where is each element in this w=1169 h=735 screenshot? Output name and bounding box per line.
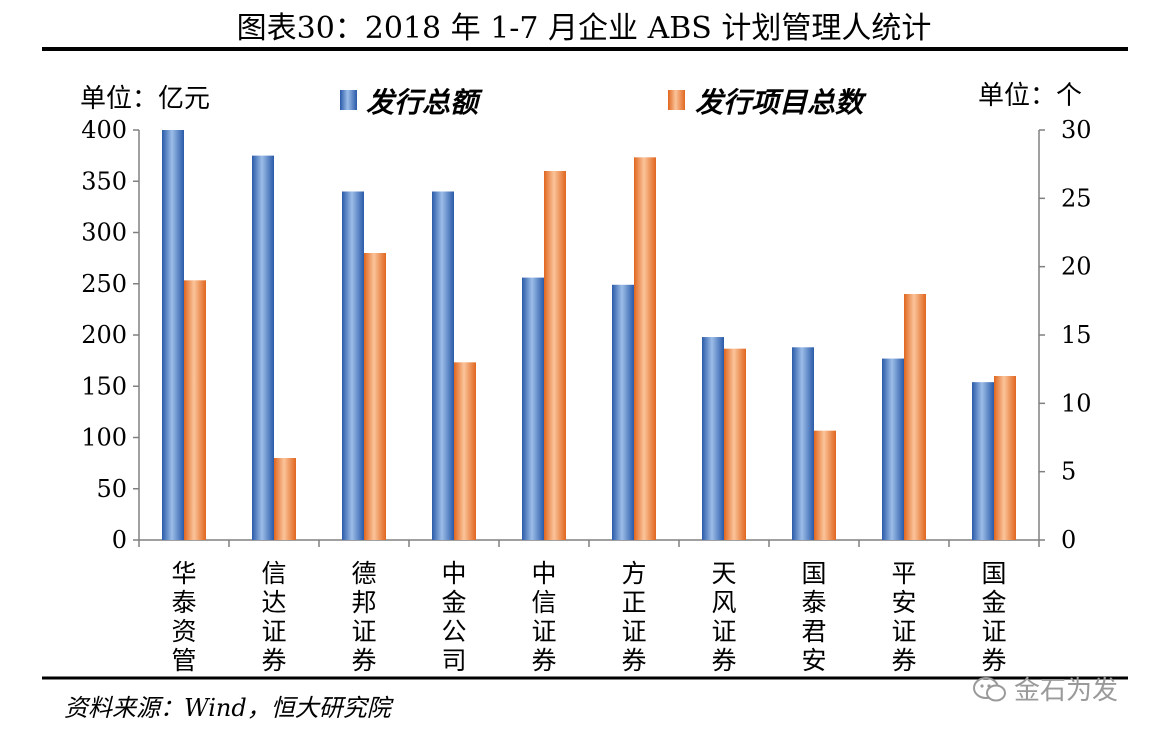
bar-amount-1 bbox=[162, 130, 184, 540]
bar-amount-10 bbox=[972, 382, 994, 540]
bar-count-2 bbox=[274, 458, 296, 540]
legend-label-amount: 发行总额 bbox=[366, 86, 483, 119]
right-tick-label: 5 bbox=[1061, 458, 1076, 486]
bar-count-5 bbox=[544, 171, 566, 540]
watermark-text: 金石为发 bbox=[1014, 676, 1119, 706]
category-label: 中金公司 bbox=[441, 559, 466, 675]
bar-amount-2 bbox=[252, 155, 274, 540]
legend: 发行总额 发行项目总数 bbox=[340, 86, 867, 119]
bar-count-6 bbox=[634, 157, 656, 541]
left-tick-label: 400 bbox=[81, 116, 127, 144]
category-label: 平安证券 bbox=[891, 559, 916, 675]
bar-amount-9 bbox=[882, 358, 904, 540]
wechat-icon bbox=[973, 676, 1006, 701]
bar-amount-3 bbox=[342, 191, 364, 540]
bar-count-4 bbox=[454, 362, 476, 540]
bar-amount-7 bbox=[702, 337, 724, 540]
left-tick-label: 100 bbox=[81, 424, 127, 452]
watermark: 金石为发 bbox=[972, 670, 1118, 707]
category-label: 国泰君安 bbox=[801, 559, 826, 675]
bar-count-3 bbox=[364, 253, 386, 540]
right-tick-label: 20 bbox=[1061, 253, 1092, 281]
bars bbox=[162, 130, 1016, 541]
left-tick-label: 50 bbox=[96, 475, 127, 503]
legend-swatch-count bbox=[668, 90, 685, 110]
bar-count-9 bbox=[904, 294, 926, 540]
left-tick-label: 0 bbox=[112, 526, 127, 554]
left-tick-label: 200 bbox=[81, 321, 127, 349]
legend-label-count: 发行项目总数 bbox=[695, 86, 867, 119]
category-label: 天风证券 bbox=[711, 559, 736, 675]
category-labels: 华泰资管 信达证券 德邦证券 中金公司 中信证券 方正证券 天风证券 国泰君安 平安证券 国金证券 bbox=[171, 559, 1006, 675]
bar-count-7 bbox=[724, 348, 746, 540]
left-tick-label: 150 bbox=[81, 372, 127, 400]
right-tick-label: 10 bbox=[1061, 389, 1092, 417]
category-label: 国金证券 bbox=[981, 559, 1006, 675]
bar-amount-5 bbox=[522, 277, 544, 540]
left-axis-unit: 单位：亿元 bbox=[80, 84, 210, 114]
source-note: 资料来源：Wind，恒大研究院 bbox=[64, 694, 391, 722]
left-tick-label: 350 bbox=[81, 167, 127, 195]
bar-amount-6 bbox=[612, 284, 634, 540]
left-tick-label: 300 bbox=[81, 219, 127, 247]
right-tick-label: 30 bbox=[1061, 116, 1092, 144]
category-label: 德邦证券 bbox=[351, 559, 376, 675]
right-tick-label: 15 bbox=[1061, 321, 1092, 349]
category-label: 方正证券 bbox=[621, 559, 646, 675]
axes: 0 50 100 150 200 250 300 350 400 0 5 10 15 20 25 30 bbox=[81, 116, 1091, 554]
bar-count-1 bbox=[184, 280, 206, 540]
bar-count-8 bbox=[814, 430, 836, 540]
left-tick-label: 250 bbox=[81, 270, 127, 298]
chart-title: 图表30：2018 年 1-7 月企业 ABS 计划管理人统计 bbox=[237, 11, 932, 46]
category-label: 华泰资管 bbox=[171, 559, 196, 675]
bar-amount-8 bbox=[792, 347, 814, 540]
legend-swatch-amount bbox=[340, 90, 357, 110]
bar-amount-4 bbox=[432, 191, 454, 540]
right-axis-unit: 单位：个 bbox=[978, 81, 1082, 111]
right-tick-label: 25 bbox=[1061, 184, 1092, 212]
bar-count-10 bbox=[994, 376, 1016, 540]
right-tick-label: 0 bbox=[1061, 526, 1076, 554]
category-label: 信达证券 bbox=[261, 559, 286, 675]
category-label: 中信证券 bbox=[531, 559, 556, 675]
